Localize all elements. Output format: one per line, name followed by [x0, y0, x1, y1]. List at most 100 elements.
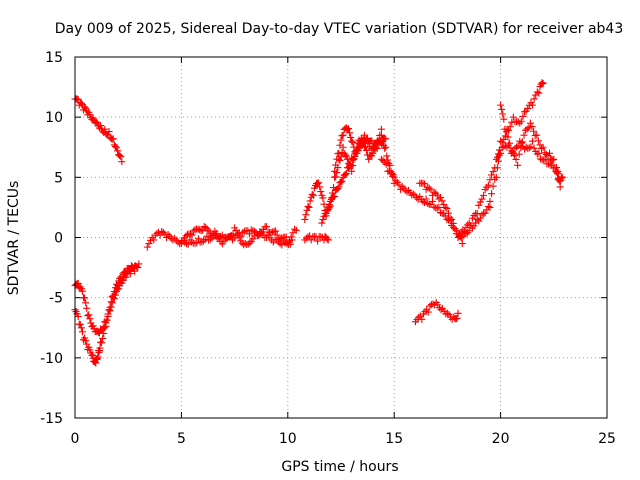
data-point-trace [478, 211, 486, 219]
data-point-trace [498, 105, 506, 113]
data-point-trace [395, 181, 403, 189]
data-point [497, 137, 505, 145]
data-point [397, 185, 405, 193]
series-prn-f [301, 232, 332, 245]
data-point [429, 197, 437, 205]
data-point-trace [446, 214, 454, 222]
data-point-trace [533, 88, 541, 96]
data-point-trace [78, 328, 86, 336]
data-point [558, 173, 566, 181]
data-point [122, 273, 130, 281]
data-point-trace [81, 294, 89, 302]
data-point-trace [234, 230, 242, 238]
data-point-trace [134, 264, 142, 272]
data-point-trace [509, 148, 517, 156]
data-point-trace [76, 321, 84, 329]
data-point [263, 223, 271, 231]
data-point [437, 306, 445, 314]
x-tick-label: 0 [71, 431, 80, 447]
data-point-trace [100, 324, 108, 332]
x-tick-labels: 0 5 10 15 20 25 [71, 431, 616, 447]
data-point [550, 155, 558, 163]
data-point [409, 190, 417, 198]
data-point-trace [362, 136, 370, 144]
data-point-trace [521, 108, 529, 116]
data-point-trace [269, 228, 277, 236]
data-point-trace [488, 171, 496, 179]
data-point-trace [74, 279, 82, 287]
data-point-trace [337, 136, 345, 144]
data-point-trace [533, 150, 541, 158]
data-point-trace [246, 239, 254, 247]
y-axis-label: SDTVAR / TECUs [6, 181, 22, 296]
data-point [509, 113, 517, 121]
data-point [343, 155, 351, 163]
data-point-trace [436, 193, 444, 201]
data-point [331, 193, 339, 201]
data-point-trace [398, 182, 406, 190]
data-point [331, 173, 339, 181]
data-point-trace [494, 157, 502, 165]
data-point [454, 234, 462, 241]
data-point [443, 309, 451, 317]
data-point [418, 315, 426, 323]
data-point-trace [111, 291, 119, 299]
data-point [292, 226, 300, 234]
data-point-trace [107, 303, 115, 311]
data-point [203, 232, 211, 240]
data-point-trace [349, 156, 357, 164]
data-point-trace [145, 240, 153, 248]
data-point-trace [478, 195, 486, 203]
data-point-trace [315, 179, 323, 187]
data-point-trace [489, 168, 497, 176]
data-point [539, 79, 547, 87]
data-point-trace [523, 125, 531, 133]
data-point [473, 215, 481, 223]
data-point-trace [475, 217, 483, 225]
data-point-trace [504, 133, 512, 141]
series-prn-l [411, 298, 462, 326]
x-tick-label: 25 [598, 431, 616, 447]
data-point-trace [528, 123, 536, 131]
data-point [435, 195, 443, 203]
data-point-trace [272, 227, 280, 235]
chart-title: Day 009 of 2025, Sidereal Day-to-day VTE… [55, 21, 624, 37]
data-point-trace [500, 135, 508, 143]
data-point-trace [364, 140, 372, 148]
data-point-trace [77, 99, 85, 107]
data-point [497, 149, 505, 157]
data-point [126, 270, 134, 278]
data-point-trace [337, 178, 345, 186]
data-point-trace [527, 143, 535, 151]
data-point-trace [500, 115, 508, 123]
data-point [529, 101, 537, 109]
data-point [118, 158, 126, 166]
data-point-trace [476, 214, 484, 222]
data-point-trace [442, 310, 450, 318]
y-tick-label: -15 [40, 411, 63, 427]
data-point-trace [538, 144, 546, 152]
data-point-trace [82, 337, 90, 345]
data-point [324, 236, 332, 244]
data-point-trace [513, 143, 521, 151]
data-point-trace [304, 202, 312, 210]
data-point [194, 235, 202, 243]
data-point-trace [74, 313, 82, 321]
data-point [529, 137, 537, 145]
data-point-trace [110, 295, 118, 303]
data-point-trace [333, 155, 341, 163]
data-point-trace [76, 283, 84, 291]
data-point [352, 149, 360, 157]
data-point-trace [286, 237, 294, 245]
data-point-trace [451, 225, 459, 233]
data-point-trace [276, 235, 284, 243]
data-point-trace [232, 226, 240, 234]
data-point [535, 149, 543, 157]
series-prn-b [71, 260, 143, 367]
data-point-trace [112, 144, 120, 152]
data-point-trace [381, 144, 389, 152]
data-point-trace [308, 190, 316, 198]
data-point [535, 89, 543, 97]
data-point-trace [510, 151, 518, 159]
